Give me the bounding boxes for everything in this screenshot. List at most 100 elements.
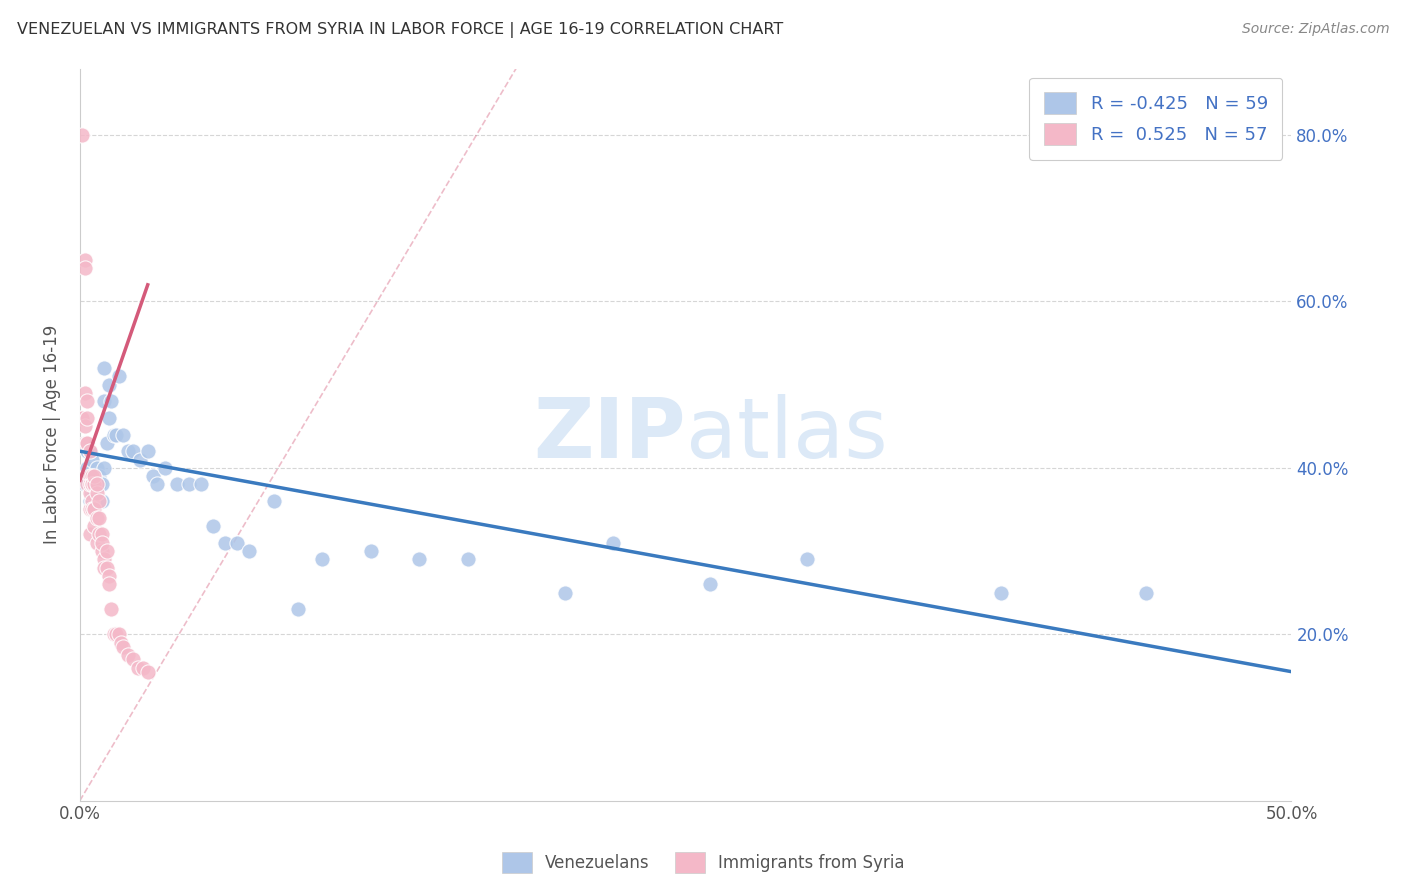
Point (122, 652, 145, 666)
Point (76, 436, 98, 450)
Point (86, 510, 108, 524)
Point (287, 602, 309, 616)
Point (97, 377, 120, 392)
Point (80, 477, 103, 491)
Point (93, 361, 115, 376)
Point (132, 660, 155, 674)
Point (146, 477, 169, 491)
Point (90, 535, 112, 549)
Point (100, 602, 122, 616)
Point (129, 452, 152, 467)
Point (97, 577, 120, 591)
Point (83, 469, 105, 483)
Point (73, 477, 96, 491)
Point (86, 535, 108, 549)
Point (80, 469, 103, 483)
Point (311, 552, 333, 566)
Point (76, 411, 98, 425)
Point (89, 510, 111, 524)
Point (93, 460, 115, 475)
Point (166, 477, 188, 491)
Point (238, 544, 260, 558)
Point (80, 469, 103, 483)
Point (72, 411, 94, 425)
Point (96, 560, 118, 574)
Point (90, 494, 112, 508)
Point (72, 411, 94, 425)
Point (89, 527, 111, 541)
Point (263, 494, 285, 508)
Text: VENEZUELAN VS IMMIGRANTS FROM SYRIA IN LABOR FORCE | AGE 16-19 CORRELATION CHART: VENEZUELAN VS IMMIGRANTS FROM SYRIA IN L… (17, 22, 783, 38)
Point (86, 460, 108, 475)
Point (122, 444, 145, 458)
Point (93, 552, 115, 566)
Point (127, 660, 149, 674)
Point (80, 452, 103, 467)
Point (699, 577, 721, 591)
Point (83, 502, 105, 516)
Point (97, 569, 120, 583)
Point (79, 494, 101, 508)
Point (990, 585, 1012, 599)
Point (117, 444, 139, 458)
Point (105, 427, 128, 442)
Point (105, 627, 128, 641)
Point (107, 369, 129, 384)
Point (190, 477, 212, 491)
Point (73, 419, 96, 434)
Point (117, 648, 139, 662)
Point (89, 494, 111, 508)
Point (83, 485, 105, 500)
Point (136, 444, 159, 458)
Point (80, 477, 103, 491)
Point (136, 665, 159, 679)
Point (83, 477, 105, 491)
Point (86, 477, 108, 491)
Point (602, 535, 624, 549)
Point (79, 477, 101, 491)
Point (80, 494, 103, 508)
Point (79, 527, 101, 541)
Point (86, 477, 108, 491)
Point (100, 394, 122, 409)
Point (79, 469, 101, 483)
Point (80, 477, 103, 491)
Point (83, 519, 105, 533)
Point (83, 477, 105, 491)
Legend: R = -0.425   N = 59, R =  0.525   N = 57: R = -0.425 N = 59, R = 0.525 N = 57 (1029, 78, 1282, 160)
Point (202, 519, 225, 533)
Point (93, 394, 115, 409)
Point (1135, 585, 1157, 599)
Point (457, 552, 479, 566)
Point (90, 544, 112, 558)
Point (89, 477, 111, 491)
Point (226, 535, 249, 549)
Point (103, 427, 125, 442)
Point (107, 627, 129, 641)
Point (80, 477, 103, 491)
Text: ZIP: ZIP (533, 394, 686, 475)
Point (76, 477, 98, 491)
Point (79, 477, 101, 491)
Point (112, 640, 135, 654)
Point (80, 502, 103, 516)
Point (96, 436, 118, 450)
Point (73, 261, 96, 276)
Point (79, 444, 101, 458)
Point (86, 485, 108, 500)
Point (76, 394, 98, 409)
Point (360, 544, 382, 558)
Point (96, 544, 118, 558)
Point (73, 436, 96, 450)
Point (79, 502, 101, 516)
Point (90, 527, 112, 541)
Point (796, 552, 818, 566)
Point (73, 386, 96, 401)
Point (142, 469, 165, 483)
Point (97, 411, 120, 425)
Point (76, 460, 98, 475)
Point (79, 485, 101, 500)
Point (93, 560, 115, 574)
Legend: Venezuelans, Immigrants from Syria: Venezuelans, Immigrants from Syria (495, 846, 911, 880)
Point (80, 494, 103, 508)
